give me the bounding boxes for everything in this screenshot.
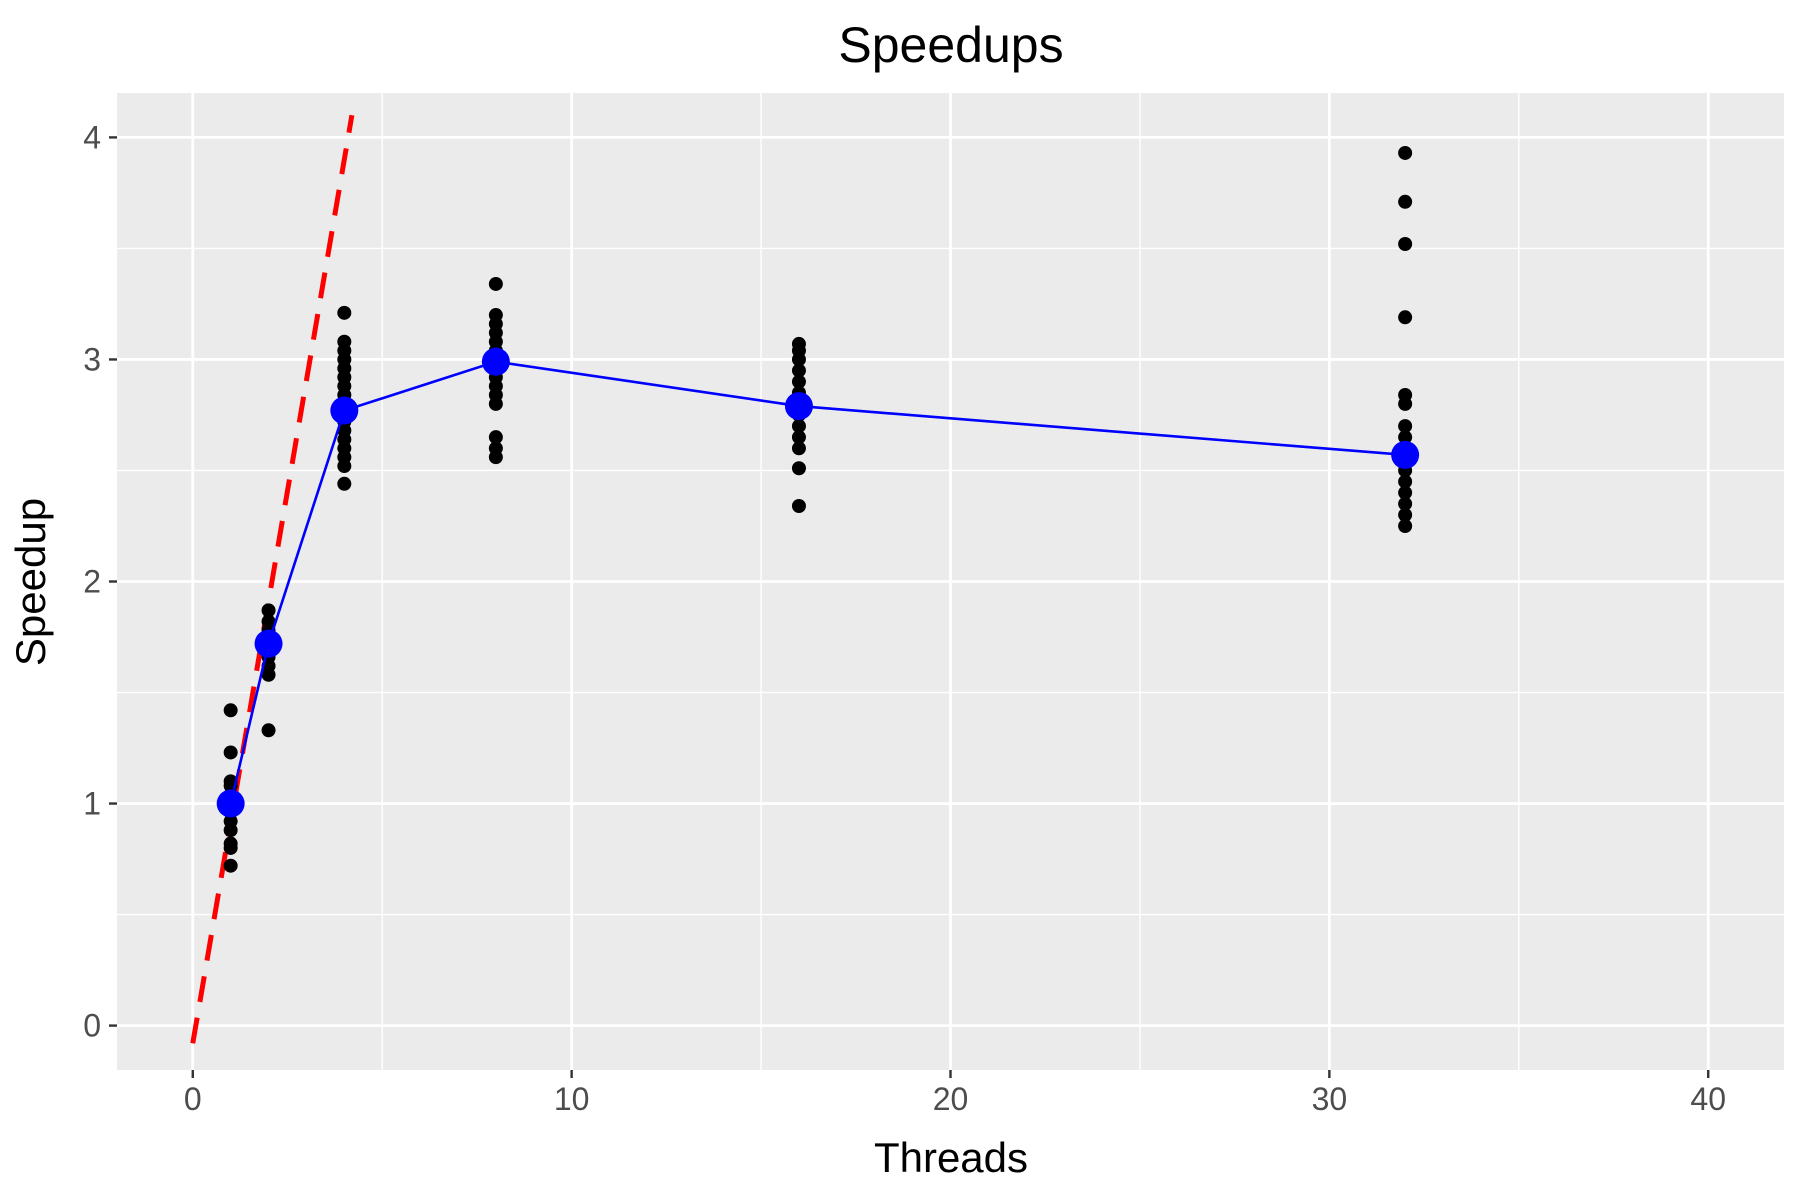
speedup-point	[337, 334, 352, 349]
x-tick-label: 30	[1312, 1081, 1348, 1117]
mean-speedup-marker	[254, 629, 283, 658]
y-tick-label: 0	[83, 1008, 101, 1044]
speedup-point	[488, 441, 503, 456]
mean-speedup-marker	[481, 347, 510, 376]
speedup-point	[488, 308, 503, 323]
mean-speedup-marker	[330, 396, 359, 425]
speedup-point	[223, 858, 238, 873]
x-tick-label: 10	[554, 1081, 590, 1117]
speedup-point	[223, 745, 238, 760]
speedup-point	[1398, 507, 1413, 522]
speedup-point	[261, 723, 276, 738]
speedup-point	[337, 476, 352, 491]
speedup-point	[337, 305, 352, 320]
y-tick-label: 2	[83, 564, 101, 600]
mean-speedup-layer	[216, 347, 1420, 818]
x-tick-label: 20	[933, 1081, 969, 1117]
speedup-point	[1398, 419, 1413, 434]
major-gridlines	[117, 93, 1784, 1070]
ideal-speedup-layer	[190, 114, 355, 1044]
y-axis-title: Speedup	[7, 498, 54, 666]
speedup-point	[1398, 474, 1413, 489]
x-axis: 0 10 20 30 40	[184, 1070, 1726, 1117]
speedup-point	[261, 603, 276, 618]
speedup-point	[223, 836, 238, 851]
speedup-point	[1398, 310, 1413, 325]
speedup-point	[1398, 430, 1413, 445]
speedup-point	[1398, 387, 1413, 402]
y-tick-label: 1	[83, 786, 101, 822]
mean-speedup-marker	[216, 789, 245, 818]
speedup-point	[261, 614, 276, 629]
speedup-point	[1398, 496, 1413, 511]
x-axis-title: Threads	[874, 1134, 1028, 1181]
speedup-point	[791, 374, 806, 389]
speedup-point	[1398, 518, 1413, 533]
speedup-point	[1398, 485, 1413, 500]
speedup-point	[488, 430, 503, 445]
speedup-point	[791, 499, 806, 514]
chart-title: Speedups	[838, 17, 1063, 73]
mean-speedup-marker	[1391, 440, 1420, 469]
mean-speedup-line	[229, 360, 1406, 804]
speedup-point	[791, 336, 806, 351]
mean-speedup-marker	[784, 392, 813, 421]
y-tick-label: 4	[83, 119, 101, 155]
speedup-point	[791, 363, 806, 378]
y-axis: 0 1 2 3 4	[83, 119, 117, 1044]
speedup-point	[223, 703, 238, 718]
x-tick-label: 0	[184, 1081, 202, 1117]
ideal-speedup-line	[190, 114, 355, 1044]
speedup-point	[488, 276, 503, 291]
speedup-point	[1398, 194, 1413, 209]
speedup-point	[791, 430, 806, 445]
speedup-point	[791, 461, 806, 476]
speedup-point	[1398, 236, 1413, 251]
x-tick-label: 40	[1690, 1081, 1726, 1117]
speedup-point	[1398, 145, 1413, 160]
y-tick-label: 3	[83, 341, 101, 377]
speedup-point	[791, 419, 806, 434]
speedup-point	[791, 441, 806, 456]
